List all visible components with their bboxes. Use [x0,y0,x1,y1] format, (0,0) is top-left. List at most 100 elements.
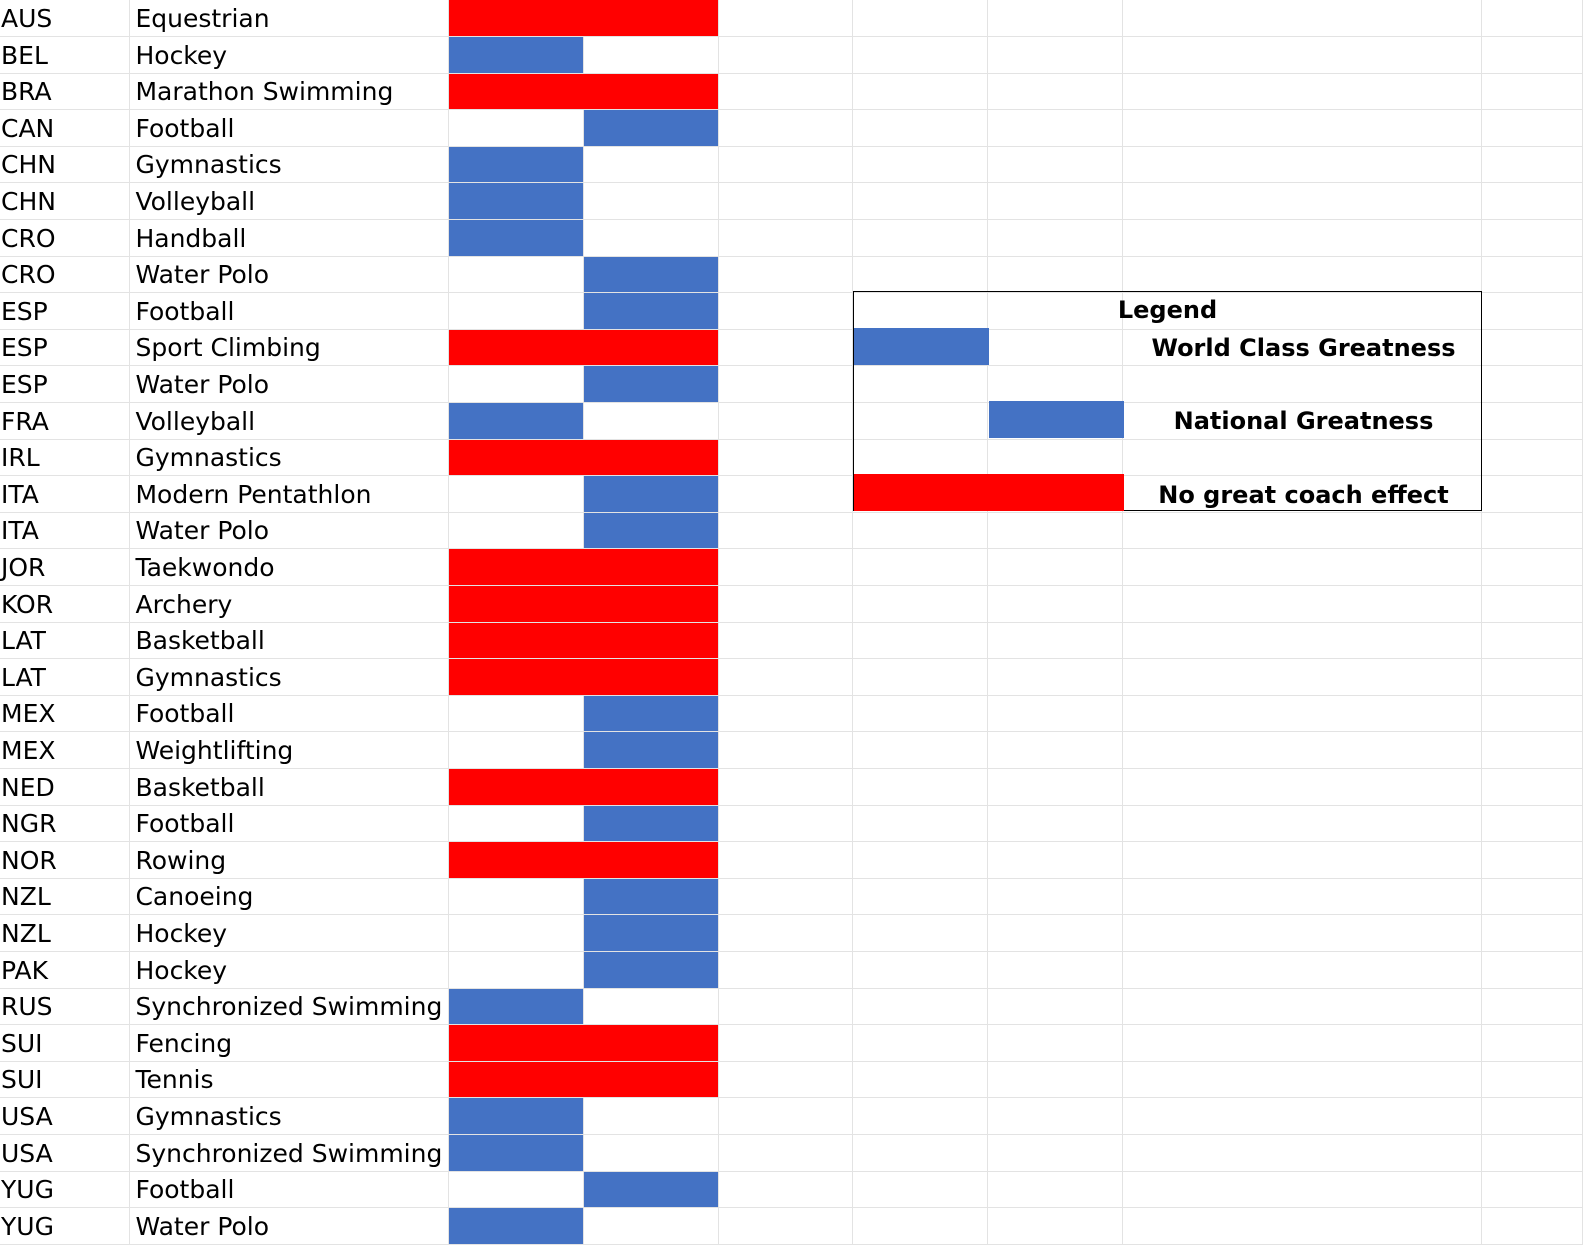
cell-world-class-marker[interactable] [448,1171,585,1209]
cell-national-marker[interactable] [583,585,720,623]
empty-cell[interactable] [1481,219,1583,257]
empty-cell[interactable] [852,1207,989,1245]
cell-national-marker[interactable] [583,1097,720,1135]
cell-sport[interactable]: Basketball [129,768,450,806]
cell-world-class-marker[interactable] [448,988,585,1026]
cell-sport[interactable]: Weightlifting [129,731,450,769]
cell-sport[interactable]: Rowing [129,841,450,879]
cell-world-class-marker[interactable] [448,1024,585,1062]
cell-country[interactable]: PAK [0,951,131,989]
cell-national-marker[interactable] [583,695,720,733]
cell-national-marker[interactable] [583,365,720,404]
cell-national-marker[interactable] [583,914,720,952]
empty-cell[interactable] [987,1024,1124,1062]
cell-sport[interactable]: Synchronized Swimming [129,1134,450,1172]
cell-national-marker[interactable] [583,182,720,221]
empty-cell[interactable] [852,36,989,74]
empty-cell[interactable] [1122,658,1482,696]
cell-world-class-marker[interactable] [448,622,585,660]
empty-cell[interactable] [987,805,1124,843]
empty-cell[interactable] [718,1207,854,1245]
empty-cell[interactable] [852,0,989,38]
empty-cell[interactable] [987,1171,1124,1209]
cell-country[interactable]: IRL [0,439,131,477]
cell-national-marker[interactable] [583,36,720,74]
empty-cell[interactable] [987,182,1124,221]
empty-cell[interactable] [718,512,854,550]
empty-cell[interactable] [718,695,854,733]
empty-cell[interactable] [718,439,854,477]
cell-world-class-marker[interactable] [448,951,585,989]
empty-cell[interactable] [718,841,854,879]
empty-cell[interactable] [987,914,1124,952]
empty-cell[interactable] [1122,109,1482,147]
cell-country[interactable]: BEL [0,36,131,74]
empty-cell[interactable] [852,1097,989,1135]
empty-cell[interactable] [987,988,1124,1026]
empty-cell[interactable] [1481,1171,1583,1209]
cell-world-class-marker[interactable] [448,329,585,367]
cell-world-class-marker[interactable] [448,73,585,111]
cell-sport[interactable]: Fencing [129,1024,450,1062]
empty-cell[interactable] [718,585,854,623]
cell-world-class-marker[interactable] [448,768,585,806]
cell-sport[interactable]: Hockey [129,36,450,74]
empty-cell[interactable] [852,622,989,660]
empty-cell[interactable] [987,146,1124,184]
cell-world-class-marker[interactable] [448,402,585,440]
cell-world-class-marker[interactable] [448,695,585,733]
empty-cell[interactable] [1481,878,1583,916]
cell-world-class-marker[interactable] [448,731,585,769]
cell-world-class-marker[interactable] [448,256,585,294]
cell-national-marker[interactable] [583,1207,720,1245]
empty-cell[interactable] [1481,731,1583,769]
empty-cell[interactable] [1122,695,1482,733]
empty-cell[interactable] [1122,1134,1482,1172]
empty-cell[interactable] [852,73,989,111]
empty-cell[interactable] [1122,768,1482,806]
empty-cell[interactable] [1481,292,1583,330]
empty-cell[interactable] [852,585,989,623]
cell-country[interactable]: CAN [0,109,131,147]
cell-country[interactable]: MEX [0,731,131,769]
cell-country[interactable]: ESP [0,329,131,367]
empty-cell[interactable] [1481,988,1583,1026]
empty-cell[interactable] [852,512,989,550]
empty-cell[interactable] [852,1134,989,1172]
empty-cell[interactable] [1122,731,1482,769]
cell-world-class-marker[interactable] [448,1061,585,1099]
empty-cell[interactable] [852,182,989,221]
empty-cell[interactable] [1481,1061,1583,1099]
cell-national-marker[interactable] [583,0,720,38]
empty-cell[interactable] [1481,914,1583,952]
cell-world-class-marker[interactable] [448,439,585,477]
cell-national-marker[interactable] [583,1134,720,1172]
cell-sport[interactable]: Football [129,695,450,733]
cell-national-marker[interactable] [583,439,720,477]
cell-national-marker[interactable] [583,1024,720,1062]
cell-country[interactable]: NGR [0,805,131,843]
empty-cell[interactable] [718,475,854,513]
empty-cell[interactable] [1122,512,1482,550]
empty-cell[interactable] [987,36,1124,74]
cell-sport[interactable]: Gymnastics [129,146,450,184]
cell-national-marker[interactable] [583,475,720,513]
cell-world-class-marker[interactable] [448,0,585,38]
empty-cell[interactable] [718,292,854,330]
empty-cell[interactable] [852,146,989,184]
empty-cell[interactable] [852,988,989,1026]
cell-world-class-marker[interactable] [448,512,585,550]
empty-cell[interactable] [852,768,989,806]
empty-cell[interactable] [852,914,989,952]
cell-national-marker[interactable] [583,622,720,660]
empty-cell[interactable] [987,1097,1124,1135]
empty-cell[interactable] [987,512,1124,550]
cell-sport[interactable]: Water Polo [129,512,450,550]
cell-national-marker[interactable] [583,731,720,769]
empty-cell[interactable] [718,658,854,696]
empty-cell[interactable] [852,548,989,586]
empty-cell[interactable] [1122,622,1482,660]
empty-cell[interactable] [852,695,989,733]
empty-cell[interactable] [718,146,854,184]
